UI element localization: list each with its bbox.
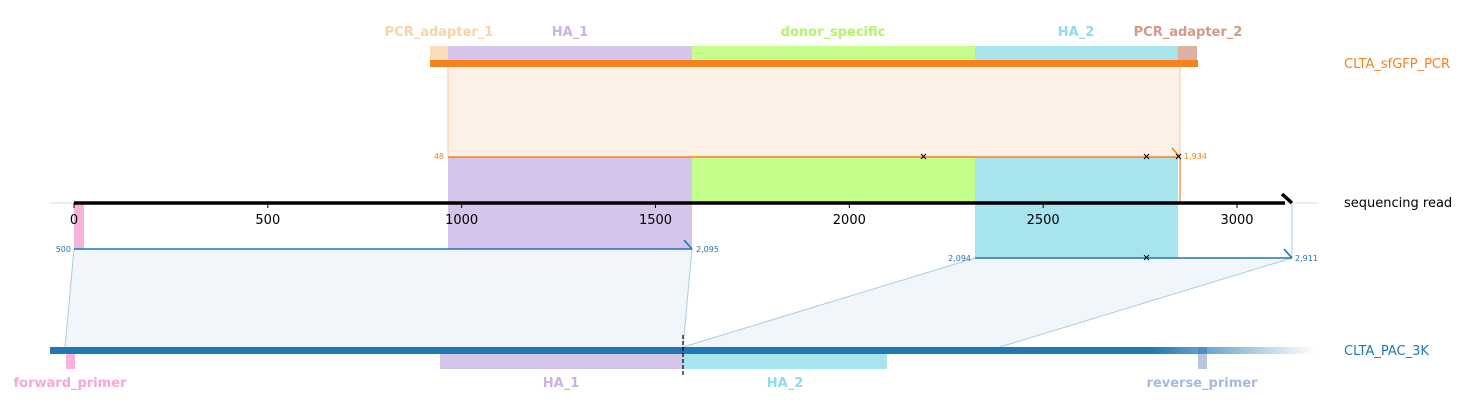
forward-primer-label: forward_primer: [14, 376, 128, 391]
top-feature-labels: PCR_adapter_1 HA_1 donor_specific HA_2 P…: [385, 25, 1243, 40]
pcr-adapter-1-block: [430, 46, 448, 63]
reverse-primer-label: reverse_primer: [1147, 376, 1259, 391]
top-alignment-shade: [448, 63, 1180, 157]
bottom-alignment-2-start-label: 2,094: [948, 254, 971, 263]
read-axis-tick-label: 500: [255, 213, 280, 228]
bottom-alignment-1-left-edge: [64, 248, 75, 348]
read-axis-tick-label: 3000: [1220, 213, 1253, 228]
bottom-alignment-1-right-edge: [682, 248, 693, 348]
bottom-alignment-2-shade: [683, 258, 1292, 347]
ha2-read-shadow-lower: [975, 203, 1178, 258]
ha1-read-shadow-lower: [448, 203, 692, 249]
ha2-top-label: HA_2: [1058, 25, 1095, 40]
bottom-alignment-2-right-edge: [999, 257, 1293, 348]
top-mismatch-markers: [920, 153, 1182, 160]
mismatch-marker: [920, 153, 927, 160]
sequencing-read-arrowhead: [1280, 192, 1294, 205]
ha2-top-block: [975, 46, 1178, 63]
ha1-top-block: [448, 46, 692, 63]
top-reference-name: CLTA_sfGFP_PCR: [1344, 57, 1450, 72]
top-feature-blocks: [430, 46, 1197, 63]
sequencing-read-name: sequencing read: [1344, 196, 1452, 211]
ha1-bottom-label: HA_1: [543, 376, 580, 391]
read-feature-shadows: [74, 157, 1178, 258]
bottom-alignment-1-shade: [65, 249, 692, 347]
top-alignment-end-tick: [1171, 147, 1181, 158]
ha1-read-shadow: [448, 157, 692, 203]
read-axis-ticks: 0 500 1000 1500 2000 2500 3000: [70, 203, 1254, 228]
read-axis-tick-label: 1500: [639, 213, 672, 228]
bottom-alignment-2-left-edge: [682, 257, 976, 348]
top-alignment-start-label: 48: [434, 152, 444, 161]
top-reference-bar: [430, 60, 1198, 67]
forward-primer-block: [66, 347, 75, 369]
bottom-mismatch-marker: [1143, 254, 1150, 261]
mismatch-marker: [1143, 153, 1150, 160]
bottom-alignment-1-end-tick: [683, 239, 693, 250]
mismatch-marker: [1175, 153, 1182, 160]
read-axis-tick-label: 2000: [833, 213, 866, 228]
bottom-alignment-2-end-tick: [1283, 248, 1293, 259]
donor-specific-label: donor_specific: [781, 25, 886, 40]
reverse-primer-block: [1198, 347, 1207, 369]
bottom-feature-labels: forward_primer HA_1 HA_2 reverse_primer: [14, 376, 1259, 391]
pcr-adapter-1-label: PCR_adapter_1: [385, 25, 494, 40]
donor-read-shadow: [692, 157, 975, 203]
top-alignment-end-label: 1,934: [1184, 152, 1207, 161]
donor-specific-top-block: [692, 46, 975, 63]
pcr-adapter-2-label: PCR_adapter_2: [1134, 25, 1243, 40]
ha1-top-label: HA_1: [552, 25, 589, 40]
read-axis-tick-label: 2500: [1027, 213, 1060, 228]
bottom-alignment-1-end-label: 2,095: [696, 245, 719, 254]
ha2-read-shadow: [975, 157, 1178, 203]
forward-primer-read-shadow: [74, 203, 84, 249]
read-axis-tick-label: 0: [70, 213, 78, 228]
pcr-adapter-2-block: [1178, 46, 1197, 63]
ha2-bottom-label: HA_2: [767, 376, 804, 391]
read-axis-tick-label: 1000: [445, 213, 478, 228]
bottom-alignment-2-end-label: 2,911: [1295, 254, 1318, 263]
bottom-alignment-1-start-label: 500: [56, 245, 71, 254]
bottom-reference-name: CLTA_PAC_3K: [1344, 344, 1429, 359]
